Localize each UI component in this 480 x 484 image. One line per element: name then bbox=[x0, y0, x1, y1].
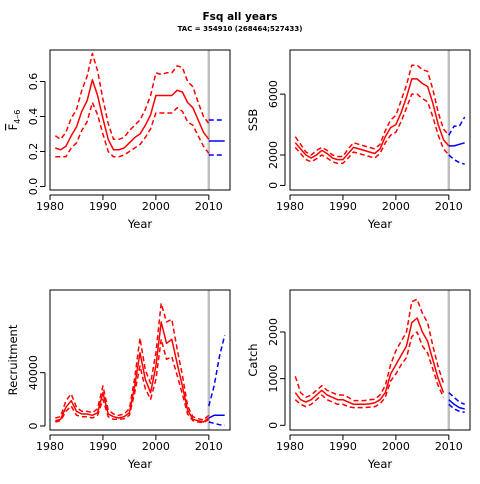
x-tick-label: 2010 bbox=[435, 200, 463, 213]
forecast-upper-ci-line bbox=[448, 116, 466, 136]
historic-lower-ci-line bbox=[55, 338, 210, 424]
x-tick-label: 1990 bbox=[329, 440, 357, 453]
historic-median-line bbox=[294, 78, 450, 161]
y-axis-label: SSB bbox=[246, 109, 260, 132]
figure-title: Fsq all years bbox=[202, 11, 277, 23]
x-axis-label: Year bbox=[127, 457, 153, 471]
forecast-median-line bbox=[208, 414, 225, 419]
panel-catch: 1980 1990 2000 2010 Year 0 1000 2000 Catch bbox=[246, 289, 471, 471]
x-tick-label: 1980 bbox=[276, 440, 304, 453]
x-tick-label: 1990 bbox=[89, 200, 117, 213]
x-tick-label: 2010 bbox=[435, 440, 463, 453]
x-tick-label: 1990 bbox=[329, 200, 357, 213]
y-tick-label: 2000 bbox=[267, 318, 280, 346]
panel-f: 1980 1990 2000 2010 Year 0.0 0.2 0.4 0.6 F4–6 bbox=[6, 49, 231, 231]
x-axis-label: Year bbox=[367, 457, 393, 471]
historic-lower-ci-line bbox=[294, 331, 445, 409]
plot-frame bbox=[289, 289, 471, 431]
historic-upper-ci-line bbox=[54, 52, 210, 141]
x-tick-label: 1980 bbox=[36, 440, 64, 453]
historic-upper-ci-line bbox=[294, 298, 445, 402]
historic-upper-ci-line bbox=[55, 302, 210, 421]
x-tick-label: 1980 bbox=[276, 200, 304, 213]
y-tick-label: 0.2 bbox=[27, 143, 40, 161]
y-tick-label: 0.4 bbox=[27, 108, 40, 126]
x-axis-label: Year bbox=[367, 217, 393, 231]
x-tick-label: 2000 bbox=[382, 440, 410, 453]
panel-ssb: 1980 1990 2000 2010 Year 0 2000 6000 SSB bbox=[246, 49, 471, 231]
plot-frame bbox=[49, 289, 231, 431]
forecast-median-line bbox=[448, 142, 465, 147]
x-axis-label: Year bbox=[127, 217, 153, 231]
x-tick-label: 2000 bbox=[382, 200, 410, 213]
forecast-lower-ci-line bbox=[208, 421, 225, 427]
y-tick-label: 40000 bbox=[27, 355, 40, 390]
plot-frame bbox=[289, 49, 471, 191]
historic-lower-ci-line bbox=[55, 101, 210, 158]
panel-recruitment: 1980 1990 2000 2010 Year 0 40000 Recruitment bbox=[6, 289, 231, 471]
historic-lower-ci-line bbox=[294, 93, 450, 165]
forecast-lower-ci-line bbox=[448, 403, 465, 414]
historic-median-line bbox=[55, 321, 210, 423]
y-axis-label: Catch bbox=[246, 343, 260, 376]
y-axis-label: Recruitment bbox=[6, 324, 20, 395]
y-tick-label: 0 bbox=[267, 422, 280, 429]
x-tick-label: 1980 bbox=[36, 200, 64, 213]
forecast-median-line bbox=[448, 399, 465, 410]
historic-upper-ci-line bbox=[294, 64, 450, 158]
historic-median-line bbox=[55, 79, 210, 151]
forecast-upper-ci-line bbox=[208, 335, 226, 407]
y-tick-label: 6000 bbox=[267, 80, 280, 108]
y-tick-label: 1000 bbox=[267, 365, 280, 393]
y-tick-label: 0.6 bbox=[27, 73, 40, 91]
x-tick-label: 2000 bbox=[142, 440, 170, 453]
y-tick-label: 0 bbox=[267, 182, 280, 189]
x-tick-label: 2010 bbox=[195, 440, 223, 453]
figure-subtitle: TAC = 354910 (268464;527433) bbox=[178, 25, 303, 33]
x-tick-label: 1990 bbox=[89, 440, 117, 453]
y-tick-label: 2000 bbox=[267, 141, 280, 169]
x-tick-label: 2010 bbox=[195, 200, 223, 213]
forecast-upper-ci-line bbox=[448, 392, 465, 405]
y-tick-label: 0.0 bbox=[27, 178, 40, 196]
plot-frame bbox=[49, 49, 231, 191]
y-axis-label: F4–6 bbox=[6, 110, 22, 131]
forecast-lower-ci-line bbox=[448, 154, 465, 165]
y-tick-label: 0 bbox=[27, 423, 40, 430]
x-tick-label: 2000 bbox=[142, 200, 170, 213]
historic-median-line bbox=[294, 317, 445, 406]
